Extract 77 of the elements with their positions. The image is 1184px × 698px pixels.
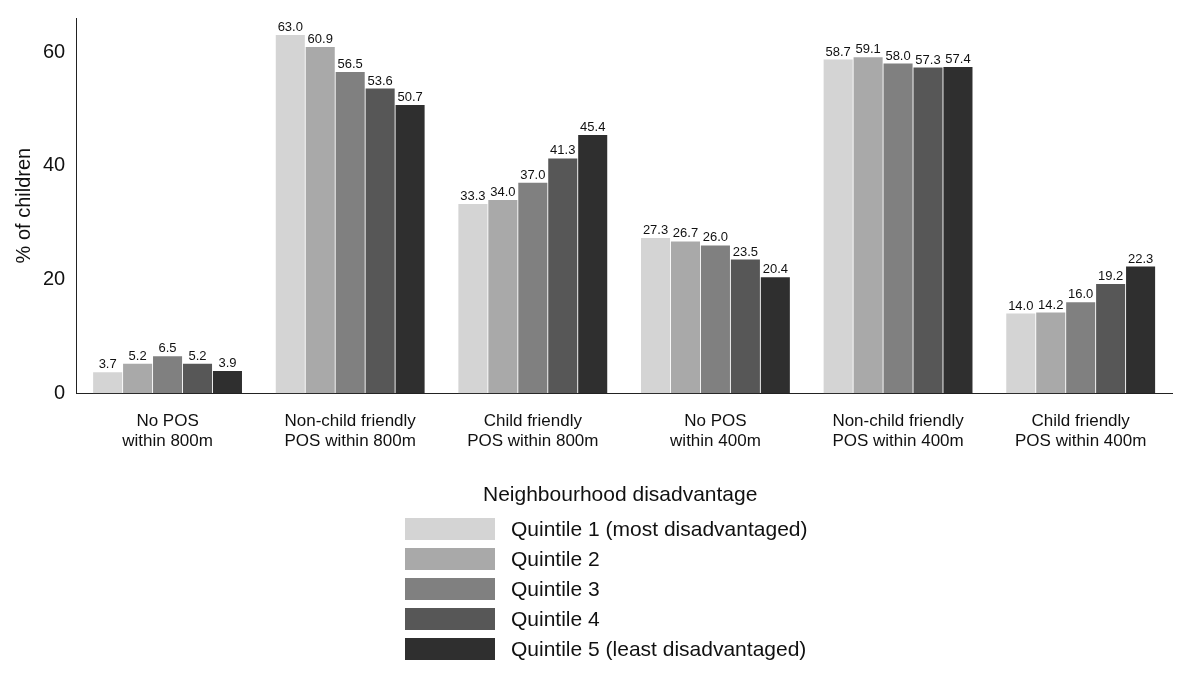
- data-label: 14.0: [1008, 297, 1034, 313]
- x-tick-label: No POS within 800m: [121, 411, 213, 451]
- data-label: 34.0: [490, 183, 516, 199]
- data-label: 6.5: [158, 340, 177, 356]
- bar: [93, 372, 123, 394]
- bar: [641, 238, 671, 394]
- bar: [458, 203, 488, 394]
- data-label: 56.5: [337, 56, 363, 72]
- bar: [488, 199, 518, 394]
- bar: [578, 135, 608, 394]
- data-label: 53.6: [367, 72, 393, 88]
- data-label: 58.0: [885, 47, 911, 63]
- data-label: 59.1: [855, 41, 881, 57]
- bar: [395, 104, 425, 394]
- data-label: 3.7: [98, 356, 117, 372]
- data-label: 20.4: [762, 261, 788, 277]
- data-label: 57.4: [945, 50, 971, 66]
- data-label: 60.9: [307, 31, 333, 47]
- x-tick-label: No POS within 400m: [669, 411, 761, 451]
- x-tick-label: Child friendly POS within 800m: [467, 411, 599, 451]
- y-tick-label: 60: [43, 39, 66, 62]
- data-label: 63.0: [277, 19, 303, 35]
- bar: [182, 363, 213, 394]
- data-label: 37.0: [520, 166, 546, 182]
- data-label: 58.7: [825, 43, 851, 59]
- bar: [212, 371, 242, 394]
- bar: [1006, 313, 1036, 394]
- bar: [518, 182, 548, 394]
- bar: [1066, 302, 1096, 394]
- legend-label: Quintile 2: [511, 547, 600, 571]
- data-label: 5.2: [128, 347, 147, 363]
- y-tick-label: 20: [43, 267, 66, 290]
- legend-label: Quintile 1 (most disadvantaged): [511, 517, 808, 541]
- legend-label: Quintile 5 (least disadvantaged): [511, 637, 807, 661]
- bar: [823, 59, 853, 394]
- legend-label: Quintile 4: [511, 607, 600, 631]
- bar: [853, 57, 883, 394]
- legend-label: Quintile 3: [511, 577, 600, 601]
- bar: [913, 67, 943, 394]
- bar: [943, 66, 973, 394]
- data-label: 5.2: [188, 347, 207, 363]
- data-label: 45.4: [580, 119, 606, 135]
- data-label: 23.5: [732, 243, 759, 259]
- x-tick-label: Non-child friendly POS within 800m: [284, 411, 417, 451]
- bar: [335, 72, 365, 394]
- bar: [153, 356, 183, 394]
- data-label: 41.3: [550, 142, 576, 158]
- data-label: 57.3: [915, 51, 941, 67]
- x-tick-label: Non-child friendly POS within 400m: [832, 411, 965, 451]
- bar: [1126, 266, 1156, 394]
- bar: [1036, 312, 1066, 394]
- data-label: 26.7: [672, 225, 699, 241]
- data-label: 50.7: [397, 89, 423, 105]
- data-label: 22.3: [1127, 250, 1154, 266]
- bar: [730, 259, 760, 394]
- bar: [365, 88, 395, 394]
- bar: [670, 241, 701, 394]
- bar: [305, 46, 335, 394]
- data-label: 27.3: [642, 222, 669, 238]
- bar: [1096, 284, 1126, 394]
- bar: [275, 35, 305, 394]
- data-label: 33.3: [460, 187, 486, 203]
- data-label: 26.0: [702, 229, 729, 245]
- x-tick-label: Child friendly POS within 400m: [1015, 411, 1147, 451]
- legend-title: Neighbourhood disadvantage: [483, 482, 759, 506]
- bar: [123, 363, 153, 394]
- bar: [883, 63, 913, 394]
- y-axis-title: % of children: [11, 147, 34, 264]
- bar: [760, 277, 790, 394]
- data-label: 16.0: [1068, 286, 1094, 302]
- data-label: 14.2: [1038, 296, 1064, 312]
- bar: [548, 158, 578, 394]
- data-label: 19.2: [1097, 268, 1124, 284]
- bar: [700, 245, 730, 394]
- y-tick-label: 0: [54, 380, 66, 403]
- y-tick-label: 40: [43, 153, 66, 176]
- data-label: 3.9: [218, 355, 237, 371]
